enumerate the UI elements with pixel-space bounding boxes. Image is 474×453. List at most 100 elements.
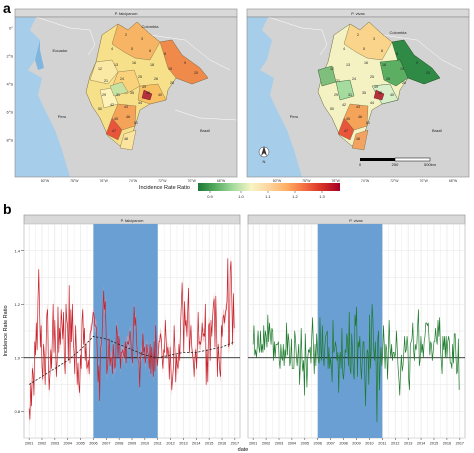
district-label: 16 bbox=[132, 61, 136, 65]
series-line bbox=[28, 258, 235, 420]
map-lat-label: 4°S bbox=[7, 82, 14, 87]
district-label: 6 bbox=[149, 49, 151, 53]
x-tick-label: 2014 bbox=[192, 442, 200, 446]
map-title-vivax: P. vivax bbox=[351, 11, 365, 16]
x-tick-label: 2004 bbox=[288, 442, 296, 446]
district-label: 20 bbox=[426, 71, 430, 75]
district-label: 13 bbox=[114, 63, 118, 67]
x-tick-label: 2001 bbox=[249, 442, 257, 446]
colorbar-ramp bbox=[198, 183, 340, 191]
district-label: 48 bbox=[356, 137, 360, 141]
map-country-label: Brazil bbox=[432, 128, 442, 133]
y-axis-label: Incidence Rate Ratio bbox=[3, 305, 9, 356]
map-sea-left bbox=[15, 17, 70, 177]
map-lon-label: 72°W bbox=[158, 179, 167, 183]
x-tick-label: 2006 bbox=[314, 442, 322, 446]
x-tick-label: 2010 bbox=[141, 442, 149, 446]
x-tick-label: 2002 bbox=[38, 442, 46, 446]
map-lat-label: 0° bbox=[9, 26, 13, 31]
x-tick-label: 2015 bbox=[430, 442, 438, 446]
district-label: 40 bbox=[390, 93, 394, 97]
district-label: 3 bbox=[373, 37, 375, 41]
x-tick-label: 2005 bbox=[76, 442, 84, 446]
district-label: 51 bbox=[366, 121, 370, 125]
district-label: 38 bbox=[378, 91, 382, 95]
district-label: 24 bbox=[352, 77, 356, 81]
map-lon-label: 80°W bbox=[273, 179, 282, 183]
map-lon-label: 70°W bbox=[188, 179, 197, 183]
x-tick-label: 2006 bbox=[89, 442, 97, 446]
map-lon-label: 78°W bbox=[70, 179, 79, 183]
district-label: 13 bbox=[346, 63, 350, 67]
x-tick-label: 2010 bbox=[365, 442, 373, 446]
district-label: 9 bbox=[416, 61, 418, 65]
district-label: 50 bbox=[98, 107, 102, 111]
x-tick-label: 2004 bbox=[63, 442, 71, 446]
scale-label-0: 0 bbox=[359, 162, 362, 167]
x-axis: 2001 2002 2003 2004 2005 2006 2007 2008 2009 2010… bbox=[25, 438, 464, 446]
district-label: 5 bbox=[363, 47, 365, 51]
district-label: 26 bbox=[154, 77, 158, 81]
x-tick-label: 2011 bbox=[378, 442, 386, 446]
series-line bbox=[252, 303, 460, 423]
colorbar: Incidence Rate Ratio 0.9 1.0 1.1 1.2 1.3 bbox=[139, 183, 340, 199]
x-tick-label: 2008 bbox=[339, 442, 347, 446]
district-label: 9 bbox=[184, 61, 186, 65]
colorbar-tick-label: 0.9 bbox=[207, 194, 213, 199]
district-label: 20 bbox=[194, 71, 198, 75]
district-label: 50 bbox=[330, 107, 334, 111]
facet-vivax: P. vivax bbox=[247, 214, 466, 439]
y-tick-label: 1.2 bbox=[14, 302, 20, 307]
x-tick-label: 2007 bbox=[326, 442, 334, 446]
x-tick-label: 2008 bbox=[115, 442, 123, 446]
x-tick-label: 2002 bbox=[262, 442, 270, 446]
district-label: 21 bbox=[104, 79, 108, 83]
district-label: 8 bbox=[164, 52, 166, 56]
x-tick-label: 2012 bbox=[391, 442, 399, 446]
x-tick-label: 2014 bbox=[417, 442, 425, 446]
map-lat-label: 8°S bbox=[7, 138, 14, 143]
map-lon-label: 74°W bbox=[361, 179, 370, 183]
district-label: 51 bbox=[134, 121, 138, 125]
district-label: 19 bbox=[400, 67, 404, 71]
colorbar-title: Incidence Rate Ratio bbox=[139, 185, 190, 191]
x-tick-label: 2012 bbox=[166, 442, 174, 446]
district-label: 42 bbox=[342, 103, 346, 107]
scale-label-250: 250 bbox=[392, 162, 399, 167]
map-country-label: Brazil bbox=[200, 128, 210, 133]
district-label: 49 bbox=[374, 85, 378, 89]
district-label: 12 bbox=[330, 67, 334, 71]
map-lon-label: 80°W bbox=[41, 179, 50, 183]
district-label: 21 bbox=[336, 79, 340, 83]
shaded-period-falciparum bbox=[93, 224, 158, 438]
district-label: 35 bbox=[130, 91, 134, 95]
x-tick-label: 2013 bbox=[179, 442, 187, 446]
map-lon-label: 78°W bbox=[302, 179, 311, 183]
x-tick-label: 2017 bbox=[456, 442, 464, 446]
north-arrow: N bbox=[258, 146, 270, 164]
map-lon-label: 68°W bbox=[449, 179, 458, 183]
map-lon-label: 76°W bbox=[100, 179, 109, 183]
y-tick-label: 0.8 bbox=[14, 409, 20, 414]
district-label: 45 bbox=[114, 117, 118, 121]
district-label: 35 bbox=[362, 91, 366, 95]
district-label: 31 bbox=[348, 93, 352, 97]
district-label: 18 bbox=[150, 63, 154, 67]
y-tick-label: 1.4 bbox=[14, 248, 20, 253]
district-label: 28 bbox=[402, 81, 406, 85]
district-label: 28 bbox=[170, 81, 174, 85]
district-label: 4 bbox=[343, 47, 345, 51]
district-label: 43 bbox=[124, 105, 128, 109]
panel-label-a: a bbox=[3, 0, 11, 16]
y-axis: 0.8 1.0 1.2 1.4 bbox=[14, 248, 24, 414]
district-label: 3 bbox=[141, 37, 143, 41]
x-tick-label: 2003 bbox=[51, 442, 59, 446]
district-label: 45 bbox=[346, 117, 350, 121]
map-country-label: Colombia bbox=[390, 30, 408, 35]
map-lon-label: 76°W bbox=[332, 179, 341, 183]
map-country-label: Ecuador bbox=[53, 48, 69, 53]
district-label: 4 bbox=[111, 47, 113, 51]
x-tick-label: 2016 bbox=[443, 442, 451, 446]
x-tick-label: 2013 bbox=[404, 442, 412, 446]
district-label: 5 bbox=[131, 47, 133, 51]
